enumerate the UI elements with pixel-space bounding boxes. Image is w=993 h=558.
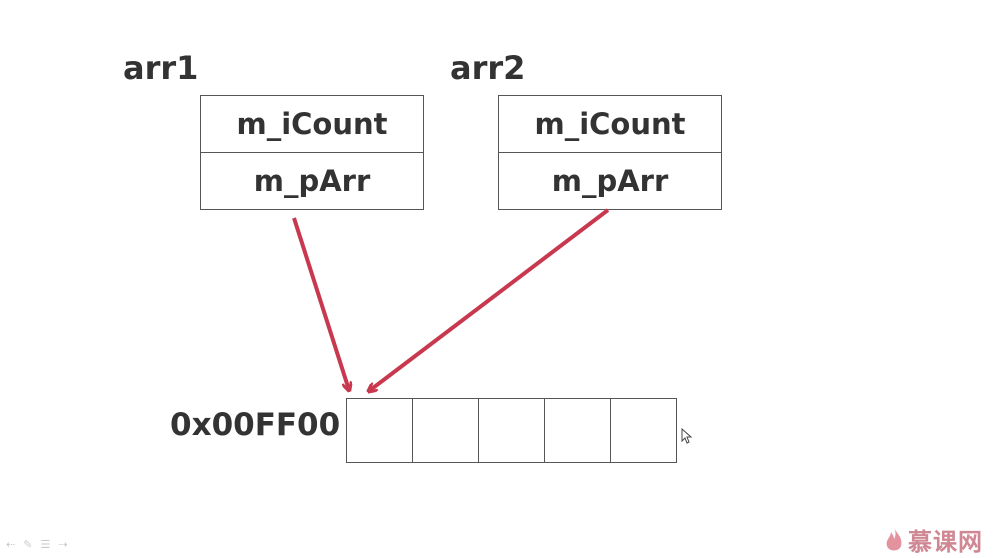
memory-slot bbox=[611, 399, 677, 462]
memory-slot bbox=[545, 399, 611, 462]
pen-icon[interactable]: ✎ bbox=[23, 538, 33, 551]
flame-icon bbox=[886, 527, 902, 550]
memory-slot bbox=[347, 399, 413, 462]
arr1-label: arr1 bbox=[123, 49, 199, 87]
mouse-cursor-icon bbox=[681, 428, 693, 444]
arr2-pointer-arrow bbox=[369, 208, 610, 391]
arr2-label: arr2 bbox=[450, 49, 526, 87]
arr2-m-parr: m_pArr bbox=[499, 152, 721, 209]
arr1-m-icount: m_iCount bbox=[236, 107, 388, 141]
arr1-struct: m_iCount m_pArr bbox=[200, 95, 424, 210]
back-icon[interactable]: ⇠ bbox=[6, 538, 16, 551]
memory-slot bbox=[479, 399, 545, 462]
memory-slot bbox=[413, 399, 479, 462]
arr2-m-icount: m_iCount bbox=[534, 107, 686, 141]
memory-block bbox=[346, 398, 677, 463]
watermark-text: 慕课网 bbox=[908, 528, 983, 556]
memory-address-label: 0x00FF00 bbox=[170, 407, 341, 443]
menu-icon[interactable]: ☰ bbox=[40, 538, 51, 551]
slide-nav: ⇠ ✎ ☰ ⇢ bbox=[6, 538, 68, 551]
arr1-m-parr: m_pArr bbox=[201, 152, 423, 209]
watermark-logo: 慕课网 bbox=[884, 522, 983, 557]
forward-icon[interactable]: ⇢ bbox=[58, 538, 68, 551]
arr2-struct: m_iCount m_pArr bbox=[498, 95, 722, 210]
arr1-pointer-arrow bbox=[292, 217, 349, 390]
